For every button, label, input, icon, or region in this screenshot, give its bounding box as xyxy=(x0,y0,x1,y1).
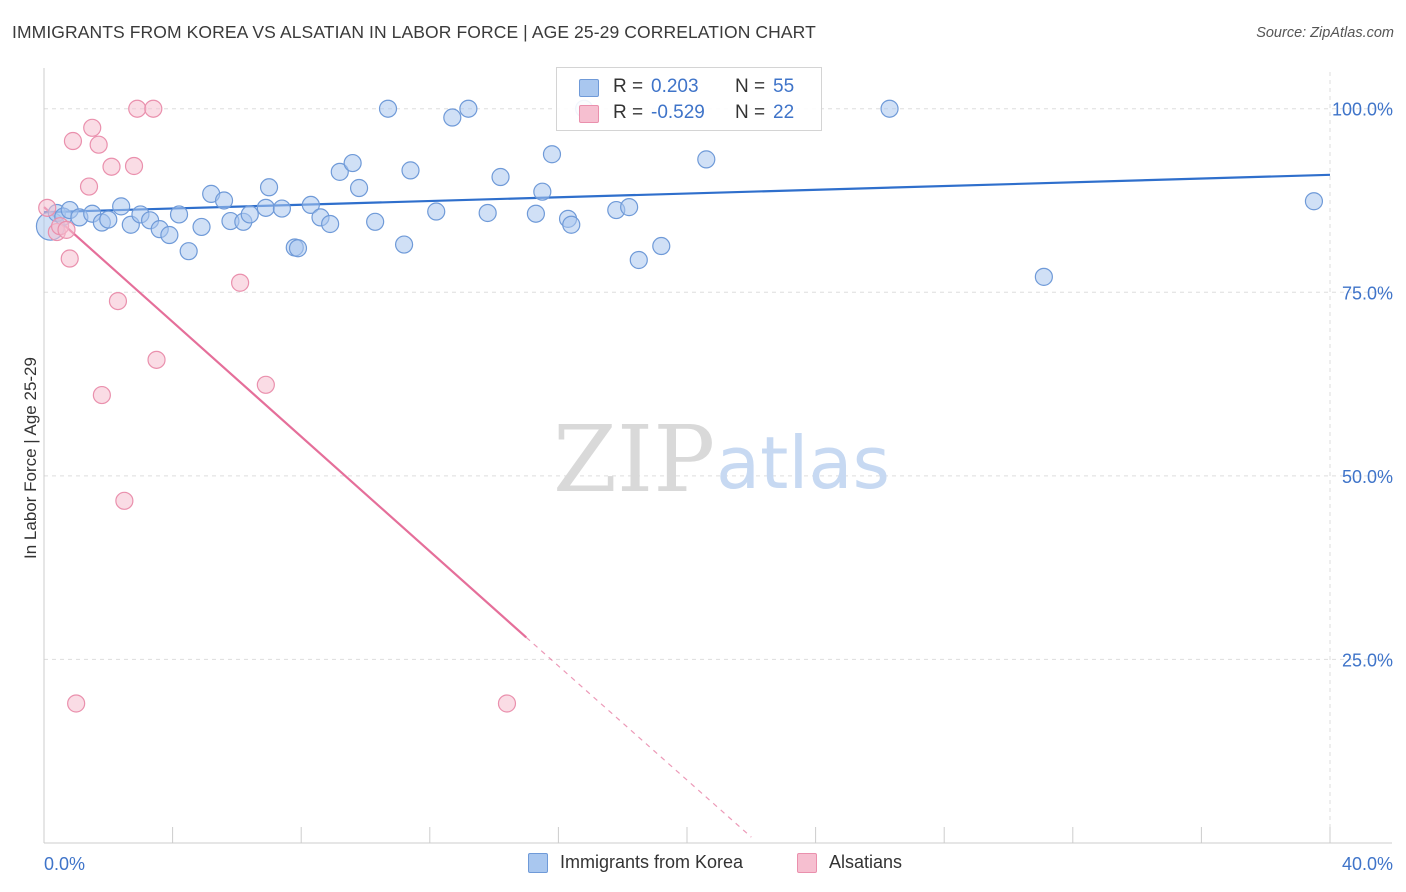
korea-point xyxy=(378,99,398,118)
y-tick-label: 75.0% xyxy=(1342,283,1393,303)
korea-point xyxy=(443,108,462,127)
tick-labels: 25.0% 50.0% 75.0% 100.0% 0.0% 40.0% xyxy=(44,100,1393,874)
korea-point xyxy=(562,215,581,234)
korea-point xyxy=(272,199,292,218)
legend-r-label: R = xyxy=(613,76,644,97)
korea-point xyxy=(301,195,320,215)
korea-point xyxy=(214,191,234,210)
korea-point xyxy=(112,197,131,216)
alsatian-point xyxy=(124,156,144,176)
korea-point xyxy=(99,210,118,229)
korea-point xyxy=(179,242,198,261)
watermark: ZIP atlas xyxy=(553,406,890,513)
data-points xyxy=(35,99,1324,713)
alsatian-point xyxy=(147,350,166,369)
grid-lines xyxy=(44,72,1392,843)
legend-label-alsatians: Alsatians xyxy=(829,852,903,872)
korea-point xyxy=(192,217,211,237)
korea-point xyxy=(542,145,562,164)
korea-point xyxy=(427,202,446,221)
alsatian-point xyxy=(256,375,275,394)
y-tick-label: 100.0% xyxy=(1332,100,1393,120)
axes xyxy=(43,68,1392,844)
alsatian-point xyxy=(83,118,102,137)
legend-n-label: N = xyxy=(735,76,766,97)
alsatian-point xyxy=(63,131,83,151)
legend-label-korea: Immigrants from Korea xyxy=(560,852,744,872)
korea-point xyxy=(697,150,716,169)
watermark-zip: ZIP xyxy=(553,406,715,513)
alsatian-trend-extension xyxy=(525,636,752,838)
legend-r-value: 0.203 xyxy=(651,76,699,97)
korea-point xyxy=(478,203,497,223)
alsatian-point xyxy=(144,99,163,118)
x-tick-label: 40.0% xyxy=(1342,854,1393,874)
alsatian-point xyxy=(92,385,111,405)
korea-point xyxy=(533,182,552,201)
korea-point xyxy=(401,161,420,180)
y-tick-label: 50.0% xyxy=(1342,467,1393,487)
korea-point xyxy=(629,250,648,270)
korea-point xyxy=(259,178,279,197)
alsatian-swatch xyxy=(797,853,817,873)
korea-point xyxy=(1034,267,1053,286)
alsatian-swatch xyxy=(579,105,599,123)
stats-legend: R = 0.203 N = 55 R = -0.529 N = 22 xyxy=(556,67,822,131)
alsatian-point xyxy=(38,198,57,217)
y-tick-label: 25.0% xyxy=(1342,650,1393,670)
alsatian-point xyxy=(115,491,134,510)
source-label: Source: ZipAtlas.com xyxy=(1256,25,1394,41)
alsatian-point xyxy=(231,273,250,292)
legend-n-value: 55 xyxy=(773,76,795,97)
alsatian-point xyxy=(57,220,76,239)
alsatian-point xyxy=(89,135,108,154)
korea-point xyxy=(343,153,362,173)
watermark-atlas: atlas xyxy=(716,421,890,505)
korea-trend-line xyxy=(43,173,1331,214)
korea-point xyxy=(394,235,414,254)
alsatian-point xyxy=(497,694,517,713)
korea-point xyxy=(1304,192,1324,211)
korea-point xyxy=(459,99,478,118)
legend-n-label: N = xyxy=(735,102,766,123)
korea-point xyxy=(321,214,340,234)
korea-swatch xyxy=(528,853,548,873)
korea-point xyxy=(330,162,349,181)
alsatian-point xyxy=(67,694,86,713)
x-tick-label: 0.0% xyxy=(44,854,85,874)
legend-r-label: R = xyxy=(613,102,644,123)
y-axis-label: In Labor Force | Age 25-29 xyxy=(21,357,40,559)
korea-point xyxy=(349,178,369,198)
alsatian-point xyxy=(79,177,99,196)
korea-point xyxy=(160,225,179,245)
korea-point xyxy=(366,212,385,231)
korea-point xyxy=(526,204,545,223)
korea-point xyxy=(620,198,639,217)
korea-point xyxy=(256,198,275,217)
korea-point xyxy=(240,205,259,224)
legend-r-value: -0.529 xyxy=(651,102,705,123)
alsatian-point xyxy=(108,291,128,311)
alsatian-trend-line xyxy=(43,206,527,639)
alsatian-point xyxy=(128,99,147,118)
alsatian-point xyxy=(102,157,121,176)
legend-n-value: 22 xyxy=(773,102,795,123)
korea-point xyxy=(169,205,189,224)
korea-point xyxy=(652,236,671,256)
korea-swatch xyxy=(579,79,599,97)
korea-point xyxy=(288,239,308,258)
chart-title: IMMIGRANTS FROM KOREA VS ALSATIAN IN LAB… xyxy=(12,22,816,42)
alsatian-point xyxy=(60,249,79,268)
korea-point xyxy=(880,99,899,118)
korea-point xyxy=(491,167,510,187)
